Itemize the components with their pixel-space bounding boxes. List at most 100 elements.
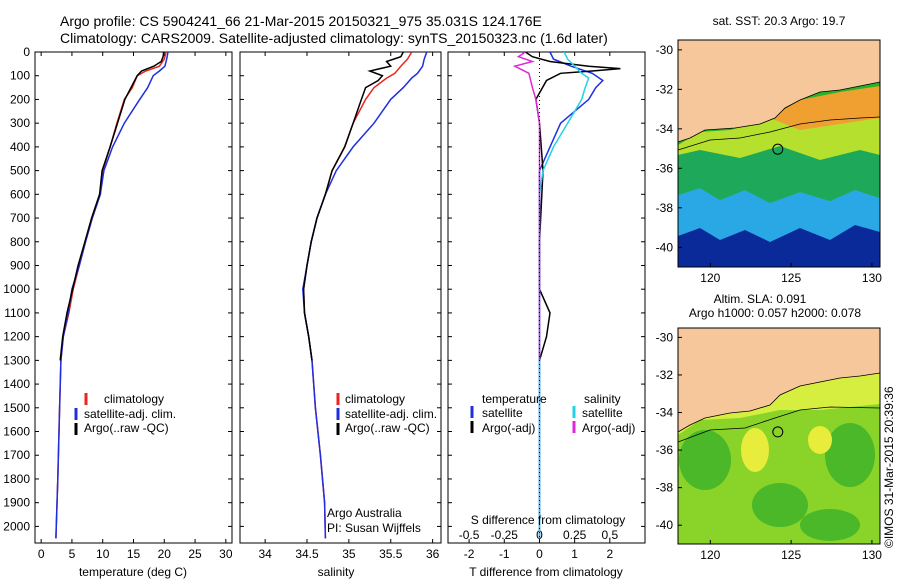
series-line xyxy=(302,52,404,361)
salinity-x-ticks: 34 34.5 35 35.5 36 xyxy=(258,52,440,561)
depth-tick-label: 600 xyxy=(10,187,30,201)
depth-tick-label: 100 xyxy=(10,69,30,83)
legend-label-climatology: climatology xyxy=(104,392,164,406)
legend-label-satellite: satellite-adj. clim. xyxy=(84,407,176,421)
header-line1: Argo profile: CS 5904241_66 21-Mar-2015 … xyxy=(60,13,542,29)
depth-tick-label: 800 xyxy=(10,235,30,249)
sla-blob xyxy=(825,423,875,487)
map-y-tick-label: -40 xyxy=(656,240,674,254)
header-line2: Climatology: CARS2009. Satellite-adjuste… xyxy=(60,30,608,46)
x-tick-label: 5 xyxy=(69,547,76,561)
map-y-tick-label: -34 xyxy=(656,406,674,420)
map-x-tick-label: 120 xyxy=(700,548,720,562)
difference-panel: -2 -1 0 1 2 -0.5 -0.25 0 0.25 0.5 T difference f… xyxy=(447,51,646,579)
salinity-xlabel: salinity xyxy=(318,565,355,579)
sla-yellow-band xyxy=(678,373,880,435)
temperature-x-ticks: 0 5 10 15 20 25 30 xyxy=(38,52,233,561)
depth-tick-label: 1800 xyxy=(3,472,30,486)
depth-tick-label: 900 xyxy=(10,258,30,272)
sst-coastline xyxy=(678,81,880,143)
depth-tick-label: 500 xyxy=(10,164,30,178)
sla-argo-marker xyxy=(772,426,784,438)
sla-map-subtitle: Argo h1000: 0.057 h2000: 0.078 xyxy=(689,306,861,320)
depth-tick-label: 1000 xyxy=(3,282,30,296)
difference-legend: temperature satellite Argo(-adj) salinit… xyxy=(470,392,635,435)
credit-text: ©IMOS 31-Mar-2015 20:39:36 xyxy=(882,386,896,548)
difference-depth-ticks xyxy=(448,51,645,527)
legend-label-s-argo: Argo(-adj) xyxy=(582,421,635,435)
depth-tick-label: 1500 xyxy=(3,401,30,415)
depth-tick-label: 200 xyxy=(10,92,30,106)
x-tick-label: 35.5 xyxy=(379,547,403,561)
legend-label-satellite: satellite-adj. clim. xyxy=(345,407,437,421)
sla-blob xyxy=(679,430,731,490)
map-y-tick-label: -34 xyxy=(656,122,674,136)
sst-contour xyxy=(678,116,880,151)
x-tick-label: 20 xyxy=(158,547,172,561)
salinity-lines xyxy=(302,52,428,539)
salinity-panel: 34 34.5 35 35.5 36 salinity climatology sate… xyxy=(239,51,442,579)
temperature-lines xyxy=(55,52,169,539)
sla-land xyxy=(678,328,880,432)
difference-axes xyxy=(447,51,646,544)
series-line xyxy=(524,52,621,361)
difference-xlabel-top: S difference from climatology xyxy=(471,513,626,527)
difference-lines xyxy=(512,52,621,543)
sst-warm-band xyxy=(770,86,880,130)
sst-map-frame xyxy=(677,39,881,268)
series-line xyxy=(512,52,541,361)
legend-title-salinity: salinity xyxy=(584,392,621,406)
x-tick-label: 15 xyxy=(127,547,141,561)
sla-map-panel: Altim. SLA: 0.091 Argo h1000: 0.057 h200… xyxy=(656,292,883,562)
temperature-legend: climatology satellite-adj. clim. Argo(..… xyxy=(74,392,176,435)
x-tick-label: 35 xyxy=(342,547,356,561)
sst-map-panel: sat. SST: 20.3 Argo: 19.7 120 125 130 -30 -3… xyxy=(656,14,883,285)
sst-cyan-band xyxy=(678,188,880,242)
x-tick-label: 36 xyxy=(426,547,440,561)
top-tick-label: -0.5 xyxy=(459,528,480,542)
x-tick-label: 1 xyxy=(571,547,578,561)
x-tick-label: 25 xyxy=(188,547,202,561)
depth-tick-label: 0 xyxy=(23,45,30,59)
top-tick-label: -0.25 xyxy=(491,528,519,542)
difference-x-ticks: -2 -1 0 1 2 xyxy=(464,52,613,561)
salinity-axes xyxy=(239,51,442,544)
sla-blob xyxy=(800,509,860,541)
sla-map-ticks: 120 125 130 -30 -32 -34 -36 -38 -40 xyxy=(656,330,883,562)
depth-tick-label: 1300 xyxy=(3,353,30,367)
x-tick-label: 34.5 xyxy=(295,547,319,561)
depth-ticks: 0 100 200 300 400 500 600 700 800 900 1000 1100 1200… xyxy=(3,45,232,533)
map-y-tick-label: -30 xyxy=(656,43,674,57)
map-y-tick-label: -32 xyxy=(656,368,674,382)
map-x-tick-label: 120 xyxy=(700,271,720,285)
legend-label-climatology: climatology xyxy=(345,392,405,406)
sla-blob xyxy=(752,483,808,527)
depth-tick-label: 300 xyxy=(10,116,30,130)
map-x-tick-label: 130 xyxy=(862,271,882,285)
sst-argo-marker xyxy=(772,143,784,155)
top-tick-label: 0.5 xyxy=(601,528,618,542)
depth-tick-label: 1900 xyxy=(3,496,30,510)
difference-xlabel: T difference from climatology xyxy=(469,565,623,579)
map-y-tick-label: -30 xyxy=(656,330,674,344)
temperature-xlabel: temperature (deg C) xyxy=(79,565,187,579)
legend-label-argo: Argo(..raw -QC) xyxy=(345,421,430,435)
map-y-tick-label: -36 xyxy=(656,443,674,457)
legend-label-t-satellite: satellite xyxy=(482,406,523,420)
sla-coastline xyxy=(678,372,880,433)
sst-map-image xyxy=(678,40,880,267)
sst-map-ticks: 120 125 130 -30 -32 -34 -36 -38 -40 xyxy=(656,43,883,285)
depth-tick-label: 700 xyxy=(10,211,30,225)
temperature-panel: 0100200300400500600700800900100011001200… xyxy=(3,45,233,579)
sst-green-band xyxy=(678,146,880,203)
sla-map-frame xyxy=(677,327,881,545)
map-y-tick-label: -38 xyxy=(656,481,674,495)
annotation-line2: PI: Susan Wijffels xyxy=(327,521,421,535)
legend-label-t-argo: Argo(-adj) xyxy=(482,421,535,435)
top-tick-label: 0.25 xyxy=(563,528,587,542)
depth-tick-label: 1600 xyxy=(3,425,30,439)
map-y-tick-label: -32 xyxy=(656,82,674,96)
map-y-tick-label: -40 xyxy=(656,518,674,532)
x-tick-label: 10 xyxy=(96,547,110,561)
x-tick-label: -1 xyxy=(499,547,510,561)
